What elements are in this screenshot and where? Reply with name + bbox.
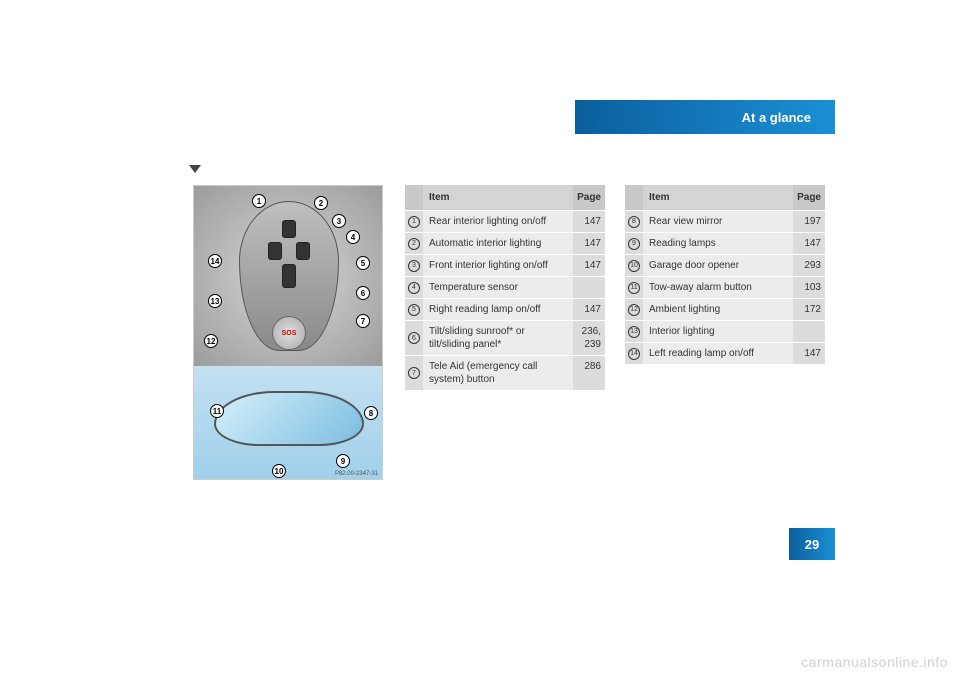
diagram-upper-panel: SOS	[194, 186, 382, 366]
row-item: Left reading lamp on/off	[643, 343, 793, 364]
row-number: 2	[405, 233, 423, 254]
callout-11: 11	[210, 404, 224, 418]
row-page: 236, 239	[573, 321, 605, 355]
callout-8: 8	[364, 406, 378, 420]
item-table-left: Item Page 1Rear interior lighting on/off…	[405, 185, 605, 390]
row-page: 286	[573, 356, 605, 390]
callout-13: 13	[208, 294, 222, 308]
header-item: Item	[643, 185, 793, 210]
row-number: 13	[625, 321, 643, 342]
header-item: Item	[423, 185, 573, 210]
row-item: Rear interior lighting on/off	[423, 211, 573, 232]
table-row: 10Garage door opener293	[625, 254, 825, 276]
row-item: Temperature sensor	[423, 277, 573, 298]
header-page: Page	[793, 185, 825, 210]
callout-9: 9	[336, 454, 350, 468]
row-item: Garage door opener	[643, 255, 793, 276]
section-title: At a glance	[742, 110, 811, 125]
table-row: 4Temperature sensor	[405, 276, 605, 298]
table-header: Item Page	[405, 185, 605, 210]
table-header: Item Page	[625, 185, 825, 210]
table-row: 8Rear view mirror197	[625, 210, 825, 232]
table-row: 14Left reading lamp on/off147	[625, 342, 825, 364]
row-number: 8	[625, 211, 643, 232]
page-number-badge: 29	[789, 528, 835, 560]
sos-button: SOS	[272, 316, 306, 350]
header-page: Page	[573, 185, 605, 210]
callout-3: 3	[332, 214, 346, 228]
item-table-right: Item Page 8Rear view mirror1979Reading l…	[625, 185, 825, 364]
row-page: 172	[793, 299, 825, 320]
callout-4: 4	[346, 230, 360, 244]
callout-14: 14	[208, 254, 222, 268]
row-number: 1	[405, 211, 423, 232]
rearview-mirror-shape	[214, 391, 364, 446]
row-number: 7	[405, 356, 423, 390]
row-number: 12	[625, 299, 643, 320]
console-button	[282, 220, 296, 238]
row-page: 147	[573, 233, 605, 254]
row-item: Tele Aid (emergency call system) button	[423, 356, 573, 390]
row-page	[793, 321, 825, 342]
row-page: 103	[793, 277, 825, 298]
diagram-part-number: P82.00-2347-31	[335, 471, 378, 477]
row-page	[573, 277, 605, 298]
table-row: 1Rear interior lighting on/off147	[405, 210, 605, 232]
callout-6: 6	[356, 286, 370, 300]
header-num	[625, 185, 643, 210]
row-item: Rear view mirror	[643, 211, 793, 232]
row-item: Tilt/sliding sunroof* or tilt/sliding pa…	[423, 321, 573, 355]
overhead-console-diagram: SOS 1234567891011121314 P82.00-2347-31	[193, 185, 383, 480]
row-number: 11	[625, 277, 643, 298]
row-page: 197	[793, 211, 825, 232]
row-page: 147	[573, 255, 605, 276]
table-row: 11Tow-away alarm button103	[625, 276, 825, 298]
row-item: Ambient lighting	[643, 299, 793, 320]
table-row: 2Automatic interior lighting147	[405, 232, 605, 254]
row-item: Interior lighting	[643, 321, 793, 342]
row-item: Right reading lamp on/off	[423, 299, 573, 320]
row-page: 147	[793, 233, 825, 254]
console-button	[296, 242, 310, 260]
row-number: 3	[405, 255, 423, 276]
section-marker-icon	[189, 165, 201, 173]
row-number: 4	[405, 277, 423, 298]
row-number: 14	[625, 343, 643, 364]
table-row: 5Right reading lamp on/off147	[405, 298, 605, 320]
row-number: 5	[405, 299, 423, 320]
table-row: 7Tele Aid (emergency call system) button…	[405, 355, 605, 390]
row-item: Automatic interior lighting	[423, 233, 573, 254]
manual-page: At a glance SOS 1234567891011121314 P82.…	[125, 40, 835, 600]
console-button	[268, 242, 282, 260]
page-number: 29	[805, 537, 819, 552]
row-number: 6	[405, 321, 423, 355]
row-number: 10	[625, 255, 643, 276]
row-page: 147	[793, 343, 825, 364]
callout-1: 1	[252, 194, 266, 208]
row-item: Front interior lighting on/off	[423, 255, 573, 276]
row-page: 293	[793, 255, 825, 276]
table-row: 3Front interior lighting on/off147	[405, 254, 605, 276]
header-num	[405, 185, 423, 210]
console-button	[282, 264, 296, 288]
row-item: Reading lamps	[643, 233, 793, 254]
callout-7: 7	[356, 314, 370, 328]
section-header: At a glance	[575, 100, 835, 134]
callout-10: 10	[272, 464, 286, 478]
callout-2: 2	[314, 196, 328, 210]
table-row: 12Ambient lighting172	[625, 298, 825, 320]
callout-12: 12	[204, 334, 218, 348]
table-row: 9Reading lamps147	[625, 232, 825, 254]
row-page: 147	[573, 211, 605, 232]
watermark-text: carmanualsonline.info	[801, 654, 948, 670]
row-number: 9	[625, 233, 643, 254]
callout-5: 5	[356, 256, 370, 270]
row-item: Tow-away alarm button	[643, 277, 793, 298]
table-row: 13Interior lighting	[625, 320, 825, 342]
table-row: 6Tilt/sliding sunroof* or tilt/sliding p…	[405, 320, 605, 355]
row-page: 147	[573, 299, 605, 320]
